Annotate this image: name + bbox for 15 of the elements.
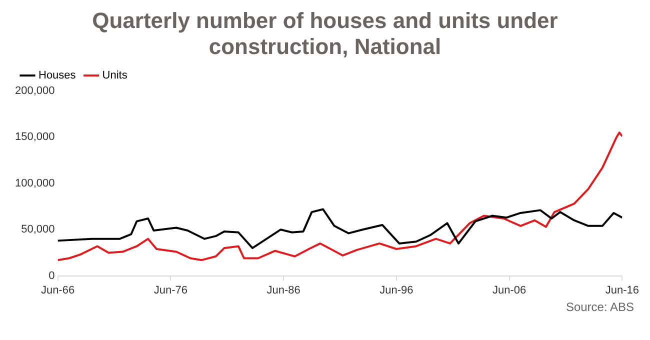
x-tick-label: Jun-66 bbox=[40, 284, 75, 296]
source-note: Source: ABS bbox=[564, 300, 635, 314]
y-tick-label: 150,000 bbox=[14, 131, 55, 144]
x-tick-label: Jun-76 bbox=[154, 284, 188, 296]
y-tick-label: 200,000 bbox=[14, 85, 55, 98]
x-tick-label: Jun-96 bbox=[380, 284, 414, 296]
y-tick-label: 0 bbox=[48, 270, 55, 282]
x-tick-label: Jun-16 bbox=[605, 284, 640, 296]
y-tick-label: 50,000 bbox=[21, 224, 55, 236]
legend-label: Houses bbox=[38, 70, 76, 82]
x-tick-label: Jun-86 bbox=[266, 284, 300, 296]
legend-label: Units bbox=[102, 70, 128, 82]
y-tick-label: 100,000 bbox=[14, 177, 55, 190]
x-tick-label: Jun-06 bbox=[492, 284, 526, 296]
chart-title: Quarterly number of houses and units under construction, National bbox=[91, 8, 559, 60]
